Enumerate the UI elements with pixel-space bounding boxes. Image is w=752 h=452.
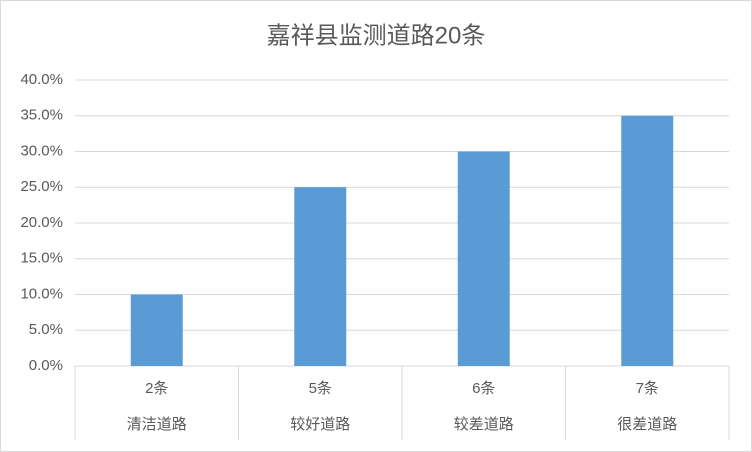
bar (294, 187, 347, 366)
y-tick-label: 35.0% (20, 107, 63, 124)
y-tick-label: 25.0% (20, 178, 63, 195)
y-tick-label: 0.0% (29, 357, 63, 374)
bar (621, 115, 674, 366)
y-tick-label: 40.0% (20, 71, 63, 88)
x-tick-label: 6条 (472, 380, 495, 397)
bar (130, 294, 183, 366)
y-tick-label: 5.0% (29, 321, 63, 338)
y-tick-label: 30.0% (20, 142, 63, 159)
x-group-label: 清洁道路 (127, 416, 187, 433)
x-tick-label: 5条 (309, 380, 332, 397)
chart-title: 嘉祥县监测道路20条 (267, 22, 486, 49)
x-tick-label: 2条 (145, 380, 168, 397)
bar (457, 151, 510, 366)
y-tick-label: 20.0% (20, 214, 63, 231)
x-tick-label: 7条 (636, 380, 659, 397)
y-tick-label: 15.0% (20, 250, 63, 267)
x-group-label: 较差道路 (454, 415, 514, 433)
x-group-label: 较好道路 (290, 415, 350, 433)
y-tick-label: 10.0% (20, 285, 63, 302)
x-group-label: 很差道路 (617, 416, 677, 433)
